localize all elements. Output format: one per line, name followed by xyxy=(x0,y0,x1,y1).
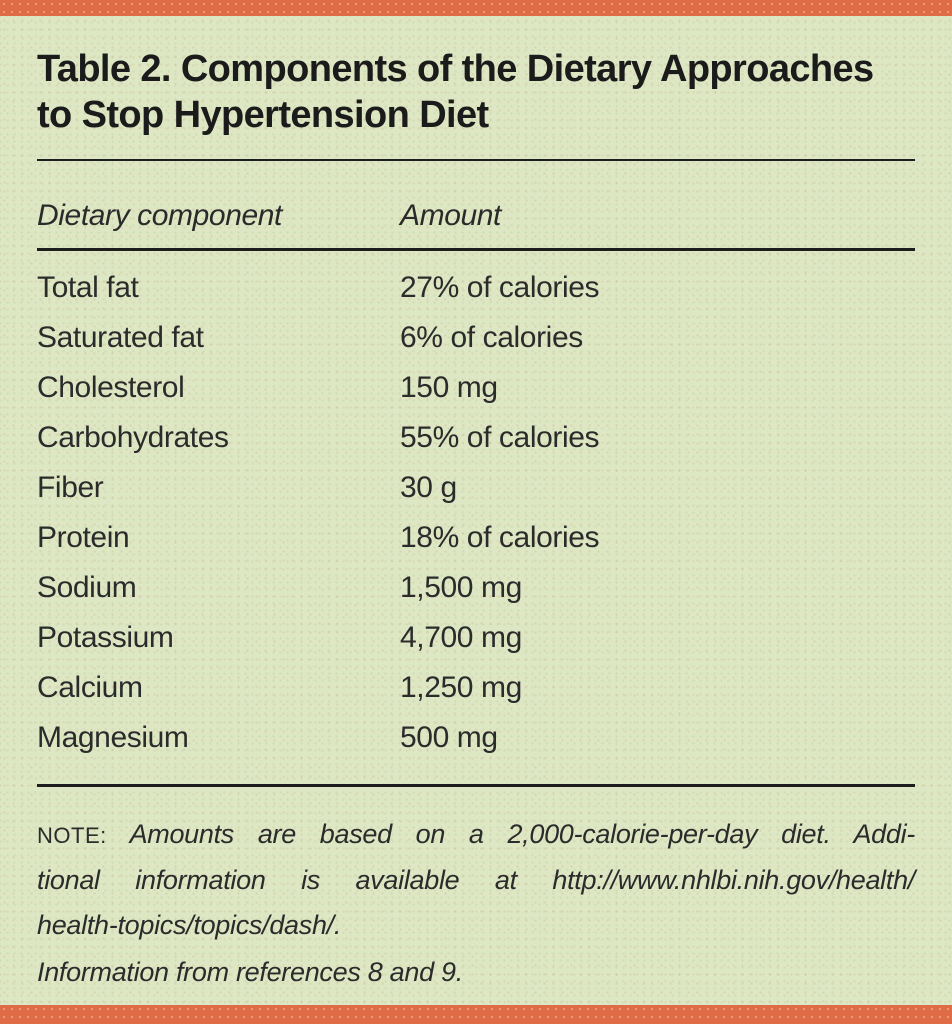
table-body: Total fat 27% of calories Saturated fat … xyxy=(37,263,915,763)
cell-amount: 6% of calories xyxy=(400,321,583,354)
cell-component: Cholesterol xyxy=(37,371,185,404)
cell-amount: 18% of calories xyxy=(400,521,600,554)
header-divider xyxy=(37,248,915,251)
footer-divider xyxy=(37,784,915,787)
cell-amount: 4,700 mg xyxy=(400,621,522,654)
bottom-accent-bar xyxy=(0,1005,952,1024)
note-label: NOTE: xyxy=(37,823,107,848)
table-header-row: Dietary component Amount xyxy=(37,199,915,233)
cell-component: Total fat xyxy=(37,271,139,304)
table-row: Calcium 1,250 mg xyxy=(37,663,915,713)
cell-component: Magnesium xyxy=(37,721,189,754)
cell-amount: 55% of calories xyxy=(400,421,600,454)
cell-component: Calcium xyxy=(37,671,143,704)
table-row: Magnesium 500 mg xyxy=(37,713,915,763)
cell-component: Potassium xyxy=(37,621,174,654)
table-row: Total fat 27% of calories xyxy=(37,263,915,313)
table-row: Saturated fat 6% of calories xyxy=(37,313,915,363)
column-header-amount: Amount xyxy=(400,199,501,232)
table-row: Cholesterol 150 mg xyxy=(37,363,915,413)
table-title: Table 2. Components of the Dietary Appro… xyxy=(37,48,874,136)
cell-component: Carbohydrates xyxy=(37,421,229,454)
cell-amount: 27% of calories xyxy=(400,271,600,304)
table-row: Protein 18% of calories xyxy=(37,513,915,563)
note-line: tional information is available at http:… xyxy=(37,865,915,895)
table-panel: Table 2. Components of the Dietary Appro… xyxy=(0,16,952,1005)
cell-amount: 1,500 mg xyxy=(400,571,522,604)
source-attribution: Information from references 8 and 9. xyxy=(37,957,463,987)
note-line: NOTE: Amounts are based on a 2,000-calor… xyxy=(37,812,915,858)
top-accent-bar xyxy=(0,0,952,16)
note-line: health-topics/topics/dash/. xyxy=(37,910,342,940)
note-text: Amounts are based on a 2,000-calorie-per… xyxy=(129,819,916,849)
cell-amount: 1,250 mg xyxy=(400,671,522,704)
table-row: Sodium 1,500 mg xyxy=(37,563,915,613)
cell-component: Sodium xyxy=(37,571,137,604)
table-note: NOTE: Amounts are based on a 2,000-calor… xyxy=(37,812,915,948)
table-row: Fiber 30 g xyxy=(37,463,915,513)
title-divider xyxy=(37,159,915,161)
cell-amount: 150 mg xyxy=(400,371,498,404)
cell-component: Saturated fat xyxy=(37,321,204,354)
cell-component: Fiber xyxy=(37,471,104,504)
cell-amount: 500 mg xyxy=(400,721,498,754)
cell-amount: 30 g xyxy=(400,471,457,504)
column-header-dietary-component: Dietary component xyxy=(37,199,282,232)
table-row: Carbohydrates 55% of calories xyxy=(37,413,915,463)
cell-component: Protein xyxy=(37,521,130,554)
table-row: Potassium 4,700 mg xyxy=(37,613,915,663)
